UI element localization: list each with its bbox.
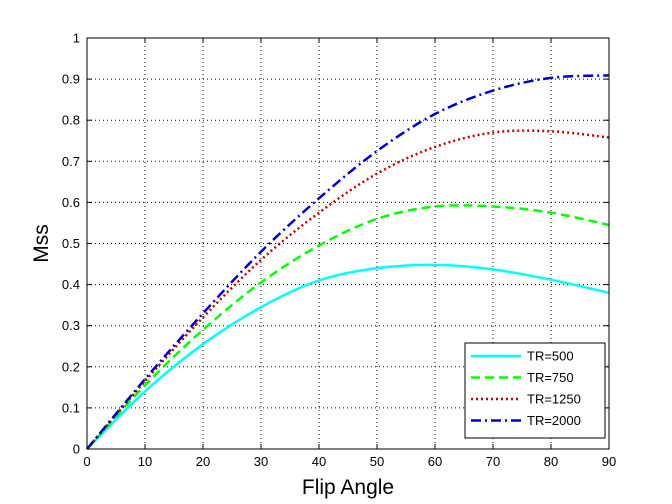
y-tick-label: 0.3 (62, 318, 80, 333)
legend-label-1: TR=500 (527, 349, 574, 364)
legend-label-3: TR=1250 (527, 392, 581, 407)
x-tick-label: 70 (486, 454, 500, 469)
x-tick-label: 60 (428, 454, 442, 469)
x-tick-label: 20 (196, 454, 210, 469)
legend-box (464, 342, 606, 439)
y-tick-label: 0.5 (62, 236, 80, 251)
y-tick-label: 0.4 (62, 277, 80, 292)
y-tick-label: 0.7 (62, 154, 80, 169)
y-tick-label: 0.8 (62, 113, 80, 128)
x-tick-label: 0 (83, 454, 90, 469)
y-tick-label: 0 (73, 442, 80, 457)
series-line-2 (86, 204, 610, 450)
x-tick-label: 10 (138, 454, 152, 469)
x-tick-label: 30 (254, 454, 268, 469)
x-tick-label: 90 (602, 454, 616, 469)
y-tick-label: 0.9 (62, 72, 80, 87)
legend-label-2: TR=750 (527, 370, 574, 385)
x-tick-label: 80 (544, 454, 558, 469)
y-tick-labels: 0 0.1 0.2 0.3 0.4 0.5 0.6 0.7 0.8 0.9 1 (62, 31, 80, 457)
legend-label-4: TR=2000 (527, 413, 581, 428)
y-axis-title: Mss (30, 224, 53, 263)
x-axis-title: Flip Angle (302, 476, 394, 499)
series-line-4 (86, 74, 610, 450)
y-tick-label: 0.2 (62, 359, 80, 374)
y-tick-label: 0.1 (62, 400, 80, 415)
legend: TR=500 TR=750 TR=1250 TR=2000 (464, 342, 606, 439)
series-layer (86, 74, 610, 450)
x-tick-label: 50 (370, 454, 384, 469)
y-tick-label: 0.6 (62, 195, 80, 210)
x-tick-label: 40 (312, 454, 326, 469)
series-line-1 (86, 263, 610, 450)
grid-lines (87, 38, 609, 449)
x-tick-labels: 0 10 20 30 40 50 60 70 80 90 (83, 454, 616, 469)
y-tick-label: 1 (73, 31, 80, 46)
tick-marks (86, 37, 610, 450)
